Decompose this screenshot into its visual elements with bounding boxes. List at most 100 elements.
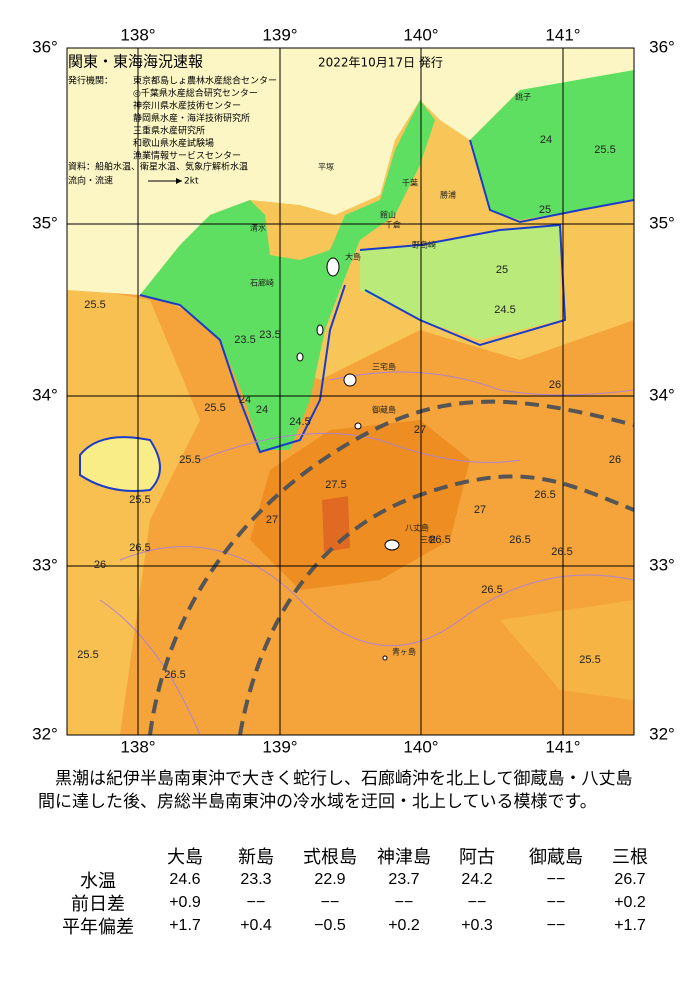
sea-warmest xyxy=(322,496,350,552)
table-cell: 24.6 xyxy=(169,871,201,888)
latitude-label: 34° xyxy=(649,385,675,404)
place-name: 大島 xyxy=(345,252,361,262)
latitude-label: 33° xyxy=(649,555,675,574)
contour-label: 26.5 xyxy=(129,542,150,554)
contour-label: 26 xyxy=(94,559,106,571)
flow-scale: 2kt xyxy=(184,177,199,187)
row-label: 平年偏差 xyxy=(62,917,134,938)
coastal-green xyxy=(140,100,435,450)
land xyxy=(67,48,634,295)
contour-label: 25.5 xyxy=(204,402,225,414)
contour-label: 24 xyxy=(540,134,552,146)
sea-warm-core xyxy=(250,420,470,590)
issuer-label: 発行機関： xyxy=(68,75,113,87)
sea-temperature-map: 関東・東海海況速報 2022年10月17日 発行 発行機関： 資料：船舶水温、衛… xyxy=(32,25,675,756)
place-name: 八丈島 xyxy=(405,523,429,533)
table-cell: 24.2 xyxy=(461,871,493,888)
issuer: 漁業情報サービスセンター xyxy=(133,150,241,162)
latitude-label: 34° xyxy=(32,385,58,404)
place-name: 三宅島 xyxy=(372,362,396,372)
contour-label: 24 xyxy=(239,394,251,406)
table-cell: −− xyxy=(546,894,566,911)
contour-label: 26.5 xyxy=(551,546,572,558)
column-header: 神津島 xyxy=(377,847,431,868)
longitude-label: 139° xyxy=(262,25,297,44)
longitude-label: 139° xyxy=(262,737,297,756)
contour-label: 25.5 xyxy=(579,654,600,666)
contour-label: 23.5 xyxy=(259,329,280,341)
table-cell: +0.2 xyxy=(388,917,420,934)
description: 黒潮は紀伊半島南東沖で大きく蛇行し、石廊崎沖を北上して御蔵島・八丈島間に達した後… xyxy=(38,769,633,812)
latitude-label: 35° xyxy=(32,213,58,232)
latitude-label: 35° xyxy=(649,213,675,232)
contour-label: 24.5 xyxy=(289,416,310,428)
table-cell: −− xyxy=(546,871,566,888)
issuer: ◎千葉県水産総合研究センター xyxy=(133,87,258,99)
issuer: 三重県水産研究所 xyxy=(133,125,205,137)
place-name: 銚子 xyxy=(515,92,531,102)
column-header: 新島 xyxy=(238,847,274,868)
column-header: 御蔵島 xyxy=(529,847,583,868)
issue-date: 2022年10月17日 発行 xyxy=(318,56,443,70)
place-name: 御蔵島 xyxy=(372,405,396,415)
table-cell: +0.2 xyxy=(614,894,646,911)
contour-label: 27 xyxy=(414,424,426,436)
contour-label: 25.5 xyxy=(594,144,615,156)
sea-cool-west xyxy=(67,285,200,735)
boso-green xyxy=(470,70,634,220)
place-name: 平塚 xyxy=(318,163,334,172)
place-name: 千葉 xyxy=(402,178,418,188)
column-header: 式根島 xyxy=(303,847,357,868)
contour-label: 26.5 xyxy=(534,489,555,501)
contour-label: 27 xyxy=(266,514,278,526)
longitude-label: 140° xyxy=(403,25,438,44)
graticule xyxy=(67,48,634,735)
table-cell: −− xyxy=(546,917,566,934)
contour-label: 23.5 xyxy=(234,334,255,346)
sea-light-green xyxy=(360,225,560,340)
table-cell: 26.7 xyxy=(614,871,646,888)
flow-arrow-head xyxy=(176,178,182,184)
longitude-label: 141° xyxy=(545,25,580,44)
place-name: 千倉 xyxy=(385,220,401,230)
row-label: 前日差 xyxy=(71,894,125,915)
latitude-label: 32° xyxy=(649,724,675,743)
table-cell: +0.3 xyxy=(461,917,493,934)
cool-patch xyxy=(79,436,161,492)
contour-label: 25.5 xyxy=(179,454,200,466)
flow-label: 流向・流速 xyxy=(68,175,113,187)
table-cell: −− xyxy=(467,894,487,911)
issuer: 和歌山県水産試験場 xyxy=(133,137,214,149)
contour-label: 25.5 xyxy=(84,299,105,311)
place-name: 石廊崎 xyxy=(250,278,274,288)
map-body xyxy=(67,48,634,735)
table-cell: 23.7 xyxy=(388,871,420,888)
table-cell: −− xyxy=(394,894,414,911)
table-cell: −− xyxy=(320,894,340,911)
contour-label: 27.5 xyxy=(325,479,346,491)
contour-label: 24.5 xyxy=(494,304,515,316)
longitude-label: 138° xyxy=(120,25,155,44)
contour-label: 26 xyxy=(609,454,621,466)
latitude-label: 36° xyxy=(32,37,58,56)
table-cell: +0.9 xyxy=(169,894,201,911)
table-cell: −0.5 xyxy=(314,917,346,934)
contour-label: 26.5 xyxy=(481,584,502,596)
longitude-label: 140° xyxy=(403,737,438,756)
contour-label: 26.5 xyxy=(509,534,530,546)
longitude-label: 138° xyxy=(120,737,155,756)
table-cell: +0.4 xyxy=(240,917,272,934)
latitude-label: 36° xyxy=(649,37,675,56)
place-name: 清水 xyxy=(250,223,266,233)
contour-label: 25.5 xyxy=(129,494,150,506)
sea-cool-south xyxy=(500,600,634,700)
contour-label: 24 xyxy=(256,404,268,416)
contour-label: 25 xyxy=(496,264,508,276)
table-cell: 23.3 xyxy=(240,871,272,888)
contour-label: 27 xyxy=(474,504,486,516)
table-cell: +1.7 xyxy=(614,917,646,934)
islands xyxy=(296,257,400,661)
place-name: 青ヶ島 xyxy=(392,647,416,657)
place-name: 三根 xyxy=(420,535,436,545)
column-header: 大島 xyxy=(167,847,203,868)
